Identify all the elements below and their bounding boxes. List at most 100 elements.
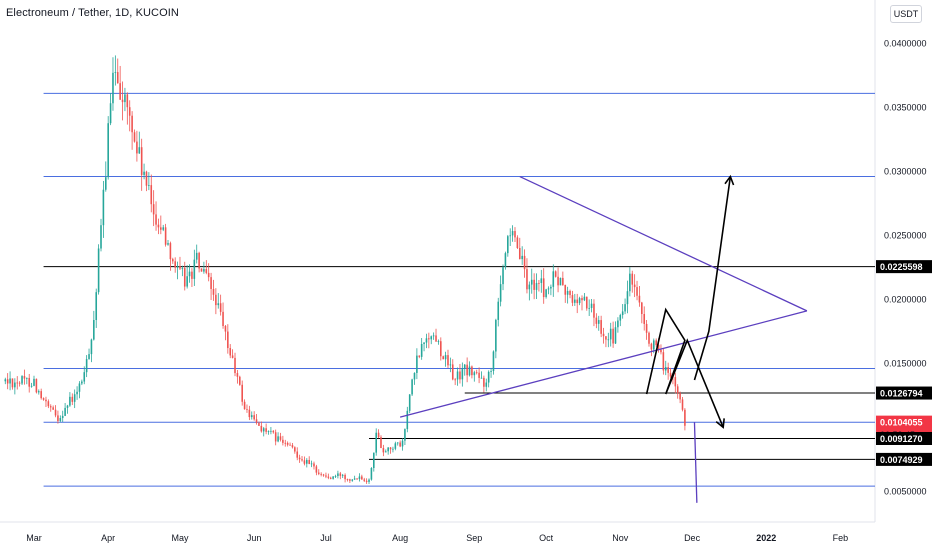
price-tick-label: 0.0300000 (884, 166, 927, 176)
candle-body (212, 288, 215, 295)
price-tick-label: 0.0350000 (884, 102, 927, 112)
candle-body (609, 328, 612, 340)
candle-body (124, 94, 126, 103)
candle-body (358, 476, 361, 480)
candle-body (207, 272, 210, 278)
time-tick-label: 2022 (756, 533, 776, 543)
candle-body (550, 286, 552, 289)
candle-body (109, 103, 112, 124)
candle-body (363, 479, 366, 481)
candle-body (114, 72, 117, 73)
candle-body (188, 271, 191, 277)
candle-body (66, 405, 69, 408)
candle-body (545, 289, 547, 298)
candle-body (195, 252, 198, 260)
candle-body (215, 294, 217, 306)
candle-body (186, 276, 188, 287)
price-tag-label: 0.0126794 (880, 389, 923, 399)
candle-body (198, 252, 200, 269)
price-tag-label: 0.0074929 (880, 455, 923, 465)
candle-body (234, 357, 236, 374)
candle-body (93, 320, 95, 340)
candle-body (238, 376, 241, 385)
candle-body (626, 291, 629, 305)
candle-body (28, 377, 31, 387)
candle-body (471, 366, 473, 376)
candle-body (90, 339, 93, 355)
candle-body (241, 384, 243, 402)
candle-body (183, 268, 186, 287)
candle-body (621, 311, 624, 316)
candle-body (660, 349, 662, 353)
candle-body (365, 480, 368, 482)
candle-body (78, 383, 81, 392)
price-tick-label: 0.0050000 (884, 486, 927, 496)
candle-body (389, 447, 392, 450)
candle-body (150, 185, 153, 205)
candle-body (495, 319, 497, 352)
candle-body (612, 328, 614, 344)
candle-body (152, 204, 155, 215)
candle-body (454, 379, 456, 381)
candle-body (81, 381, 83, 384)
candle-body (435, 335, 437, 342)
candle-body (396, 442, 399, 444)
currency-button[interactable]: USDT (890, 5, 922, 23)
candle-body (140, 147, 143, 175)
candle-body (23, 376, 26, 379)
projection-down-line (693, 422, 698, 503)
candle-body (425, 338, 428, 343)
candle-body (128, 107, 131, 116)
candle-body (564, 284, 567, 295)
candle-body (219, 303, 222, 312)
candle-body (47, 401, 50, 407)
candle-body (411, 379, 413, 395)
candle-body (492, 351, 495, 371)
candle-body (432, 335, 435, 337)
candle-body (332, 476, 334, 479)
candle-body (294, 447, 296, 452)
candle-body (664, 367, 667, 371)
candle-body (57, 415, 59, 421)
candle-body (583, 296, 586, 301)
candle-body (119, 83, 121, 100)
triangle-lower-line (399, 310, 808, 418)
candle-body (88, 354, 90, 360)
candle-body (483, 377, 485, 387)
candle-body (681, 399, 684, 410)
candle-body (540, 278, 543, 283)
candle-body (200, 268, 203, 272)
candle-body (444, 355, 447, 360)
candle-body (265, 428, 267, 432)
price-tick-label: 0.0400000 (884, 39, 927, 49)
candle-body (504, 253, 507, 268)
candle-body (272, 430, 275, 433)
candle-body (104, 177, 107, 190)
candle-body (574, 299, 576, 303)
candle-body (16, 382, 19, 384)
candles (4, 55, 686, 484)
candle-body (480, 377, 483, 379)
candle-body (442, 356, 445, 360)
candle-body (286, 442, 289, 445)
candle-body (645, 323, 648, 333)
candle-body (416, 355, 418, 373)
candle-body (605, 336, 607, 340)
candle-body (76, 391, 78, 395)
candle-body (566, 290, 569, 295)
arrow-up-path (693, 176, 732, 381)
candle-body (18, 382, 21, 384)
candle-body (334, 476, 337, 477)
time-tick-label: Jun (247, 533, 262, 543)
candle-body (509, 235, 512, 237)
candle-body (662, 352, 665, 371)
candle-body (562, 277, 564, 285)
candle-body (641, 302, 643, 315)
candle-body (633, 284, 636, 288)
candle-body (487, 371, 490, 383)
candle-body (602, 333, 605, 337)
candle-body (133, 132, 136, 142)
candle-body (203, 269, 205, 272)
candle-body (179, 266, 181, 269)
